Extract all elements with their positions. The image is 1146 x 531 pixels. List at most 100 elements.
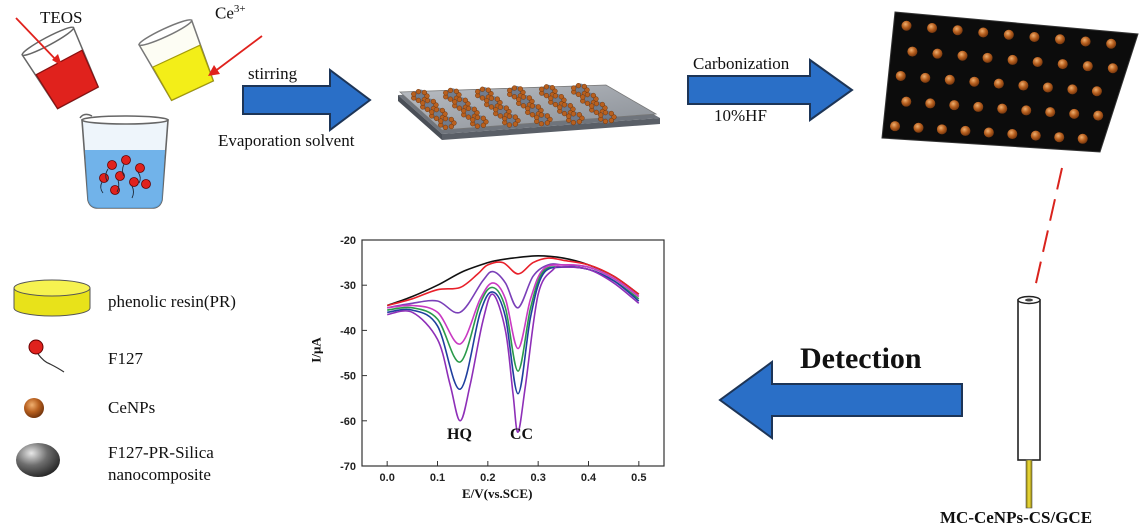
legend-nanocomposite-line2: nanocomposite <box>108 465 211 484</box>
evaporation-label: Evaporation solvent <box>218 131 355 150</box>
cenp-particle <box>1029 32 1040 43</box>
nanocomposite-cluster <box>539 84 558 99</box>
hq-annotation: HQ <box>447 426 472 443</box>
nanocomposite-cluster <box>438 116 457 130</box>
nanocomposite-cluster <box>534 112 553 127</box>
cenp-particle <box>1077 133 1088 144</box>
teos-pointer-head <box>52 54 62 66</box>
nanocomposite-cluster <box>598 110 617 124</box>
nanocomposite-cluster <box>493 104 512 119</box>
x-tick-label: 0.1 <box>430 472 445 484</box>
cenp-particle <box>1007 54 1018 65</box>
x-tick-label: 0.3 <box>531 472 546 484</box>
cenp-particle <box>895 70 906 81</box>
nanocomposite-cluster <box>461 105 480 120</box>
detection-arrow <box>718 360 963 440</box>
hf-label: 10%HF <box>714 106 767 125</box>
y-tick-label: -40 <box>340 325 356 337</box>
cenp-particle <box>1003 29 1014 40</box>
series-line-2 <box>386 257 640 307</box>
x-tick-label: 0.2 <box>480 472 495 484</box>
stirring-label: stirring <box>248 64 298 83</box>
cenp-particle <box>1093 110 1104 121</box>
x-tick-label: 0.0 <box>380 472 395 484</box>
f127-icon <box>28 339 65 373</box>
y-tick-label: -50 <box>340 371 356 383</box>
dashed-connector <box>1033 167 1063 293</box>
y-axis-label: I/μA <box>308 337 324 363</box>
nanocomposite-cluster <box>502 113 521 128</box>
y-tick-label: -70 <box>340 461 356 473</box>
legend-nanocomposite-line1: F127-PR-Silica <box>108 443 214 462</box>
cenp-particle <box>1106 38 1117 49</box>
carbonization-label: Carbonization <box>693 54 790 73</box>
ce-beaker <box>138 19 215 102</box>
cenp-particle <box>957 50 968 61</box>
y-tick-label: -30 <box>340 280 356 292</box>
x-tick-label: 0.4 <box>581 472 597 484</box>
cenp-particle <box>983 127 994 138</box>
cenp-particle <box>1032 56 1043 67</box>
nanocomposite-cluster <box>548 93 567 108</box>
y-tick-label: -20 <box>340 235 356 247</box>
cenp-particle <box>978 27 989 38</box>
cenp-particle <box>1080 36 1091 47</box>
cenp-particle <box>901 96 912 107</box>
legend-phenolic-resin: phenolic resin(PR) <box>108 292 236 311</box>
cenp-particle <box>1042 82 1053 93</box>
ce-symbol: Ce <box>215 3 234 23</box>
cenp-particle <box>949 100 960 111</box>
nanocomposite-cluster <box>429 107 448 121</box>
nanocomposite-cluster <box>452 96 471 111</box>
cenp-particle <box>952 25 963 36</box>
cenp-particle <box>1091 86 1102 97</box>
teos-label: TEOS <box>40 8 83 27</box>
cenp-particle <box>960 125 971 136</box>
detection-label: Detection <box>800 342 922 375</box>
cc-annotation: CC <box>510 426 534 443</box>
cenp-particle <box>925 98 936 109</box>
ce-pointer <box>213 35 263 73</box>
phenolic-resin-icon <box>13 279 91 317</box>
dpv-chart: 0.0 0.1 0.2 0.3 0.4 0.5 -70 -60 -50 -40 -30 -20 <box>340 235 665 484</box>
cenp-particle <box>1055 34 1066 45</box>
cenp-particle <box>1030 130 1041 141</box>
electrode <box>1017 295 1041 509</box>
cenp-particle <box>1067 84 1078 95</box>
cenp-particle <box>936 124 947 135</box>
teos-beaker <box>21 26 100 110</box>
nanocomposite-icon <box>16 443 60 477</box>
x-axis-label: E/V(vs.SCE) <box>462 486 533 501</box>
series-line-7 <box>387 265 640 433</box>
legend-cenps: CeNPs <box>108 398 156 417</box>
ce-charge: 3+ <box>233 3 246 15</box>
cenp-particle <box>993 78 1004 89</box>
cenp-particle <box>901 20 912 31</box>
cenp-particle <box>920 72 931 83</box>
cenp-particle <box>1018 80 1029 91</box>
cenp-particle <box>973 101 984 112</box>
carbonization-arrow <box>687 58 854 122</box>
x-tick-label: 0.5 <box>631 472 646 484</box>
cenp-particle <box>907 46 918 57</box>
nanocomposite-cluster <box>566 111 585 126</box>
cenp-particle <box>1021 105 1032 116</box>
cenp-particle <box>982 52 993 63</box>
nanocomposite-cluster <box>411 89 430 103</box>
electrode-label: MC-CeNPs-CS/GCE <box>940 508 1093 527</box>
legend-f127: F127 <box>108 349 143 368</box>
cenp-particle <box>1069 108 1080 119</box>
water-beaker <box>79 113 169 209</box>
mesoporous-carbon-plate <box>881 11 1139 153</box>
cenp-particle <box>932 48 943 59</box>
cenp-icon <box>24 398 44 418</box>
ce-pointer-head <box>208 65 220 76</box>
composite-film-plate <box>398 83 660 140</box>
micelle-dots <box>99 155 151 195</box>
cenp-particle <box>1054 132 1065 143</box>
nanocomposite-cluster <box>470 114 489 129</box>
cenp-particle <box>1107 63 1118 74</box>
stirring-arrow <box>242 68 372 132</box>
cenp-particle <box>1057 59 1068 70</box>
